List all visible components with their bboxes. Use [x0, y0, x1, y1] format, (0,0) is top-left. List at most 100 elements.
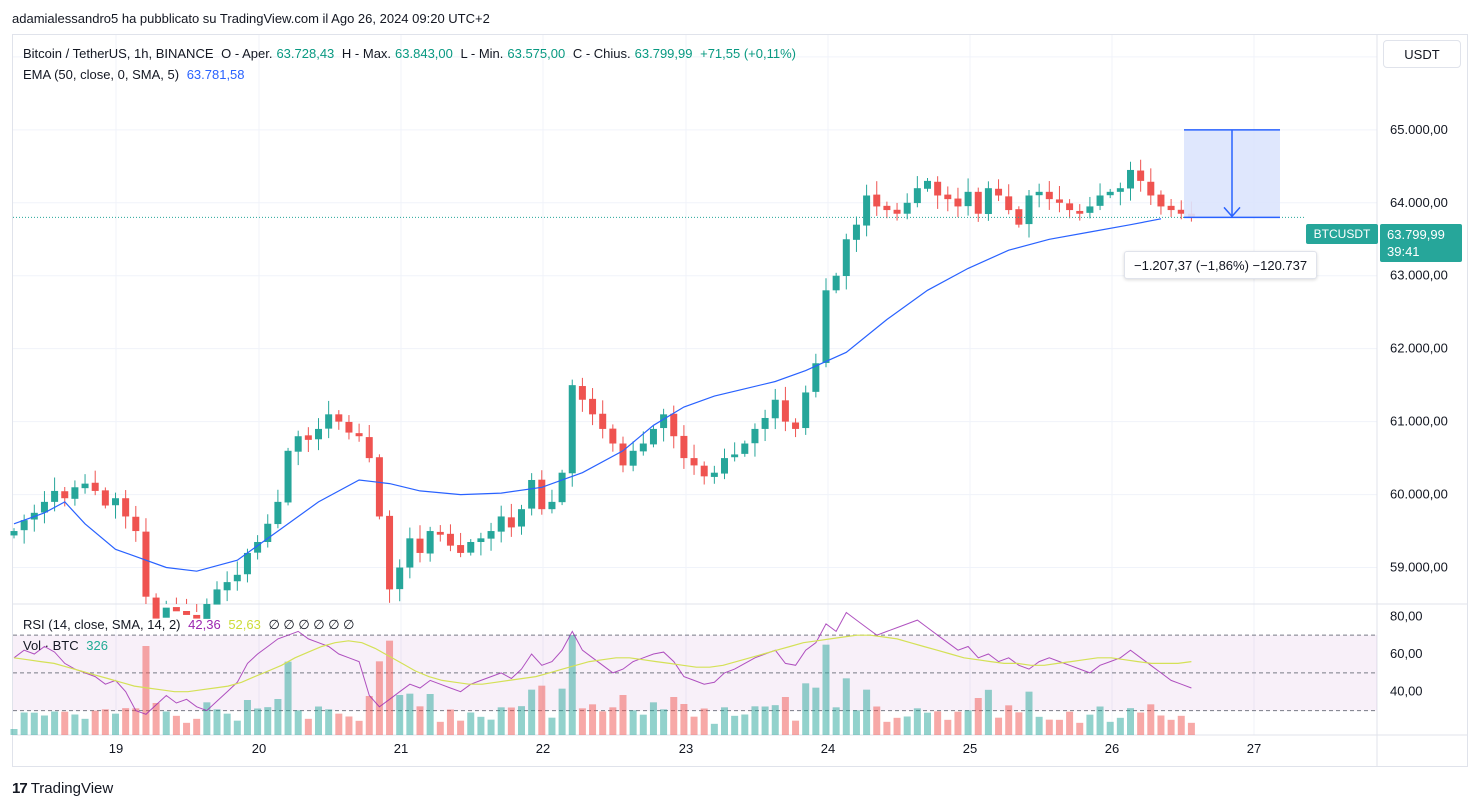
volume-bar	[91, 710, 99, 735]
volume-bar	[568, 635, 576, 735]
rsi-extra: ∅ ∅ ∅ ∅ ∅ ∅	[268, 617, 355, 632]
candle-body	[599, 413, 607, 429]
volume-bar	[294, 710, 302, 735]
volume-bar	[974, 698, 982, 735]
ema-legend[interactable]: EMA (50, close, 0, SMA, 5) 63.781,58	[23, 67, 249, 82]
time-axis-label: 23	[679, 741, 693, 756]
price-axis-label: 60.000,00	[1390, 487, 1448, 502]
volume-bar	[944, 719, 952, 735]
candle-body	[741, 443, 749, 454]
candle-body	[518, 509, 525, 527]
candle-body	[924, 180, 931, 189]
candle-body	[122, 498, 130, 517]
rsi-legend[interactable]: RSI (14, close, SMA, 14, 2) 42,36 52,63 …	[23, 617, 359, 633]
time-axis-label: 22	[536, 741, 550, 756]
rsi-axis-label: 60,00	[1390, 646, 1423, 661]
volume-bar	[1055, 719, 1063, 735]
vol-legend[interactable]: Vol · BTC 326	[23, 638, 112, 653]
candle-body	[1177, 209, 1185, 214]
volume-bar	[964, 710, 972, 735]
volume-bar	[1045, 719, 1053, 735]
candle-body	[1127, 169, 1134, 189]
candle-body	[1076, 210, 1084, 214]
legend-symbol[interactable]: Bitcoin / TetherUS, 1h, BINANCE	[23, 46, 214, 61]
volume-bar	[426, 694, 434, 735]
volume-bar	[863, 689, 871, 735]
volume-bar	[51, 711, 59, 735]
candle-body	[528, 479, 536, 509]
volume-bar	[812, 687, 820, 735]
candle-body	[10, 531, 18, 536]
volume-bar	[355, 720, 363, 735]
volume-bar	[152, 703, 160, 735]
candle-body	[487, 531, 495, 539]
candle-body	[639, 443, 647, 452]
candle-body	[873, 194, 881, 207]
candle-body	[315, 428, 322, 440]
legend-open: 63.728,43	[276, 46, 335, 61]
volume-bar	[172, 715, 180, 735]
candle-body	[842, 239, 850, 277]
candle-body	[660, 414, 668, 429]
candle-body	[1157, 194, 1165, 207]
volume-bar	[243, 700, 251, 735]
rsi-axis-label: 80,00	[1390, 608, 1423, 623]
volume-bar	[761, 706, 769, 735]
currency-button[interactable]: USDT	[1383, 40, 1461, 68]
candle-body	[771, 399, 779, 419]
volume-bar	[893, 717, 901, 735]
time-axis-label: 19	[109, 741, 123, 756]
candle-body	[91, 482, 99, 491]
volume-bar	[142, 646, 150, 735]
volume-bar	[1076, 722, 1084, 735]
candle-body	[619, 443, 627, 466]
candle-body	[1106, 191, 1114, 196]
volume-bar	[304, 718, 312, 735]
volume-bar	[223, 713, 231, 735]
volume-bar	[680, 704, 688, 735]
volume-bar	[518, 706, 525, 735]
candle-body	[284, 450, 292, 503]
candle-body	[152, 597, 160, 619]
price-axis-label: 65.000,00	[1390, 122, 1448, 137]
candle-body	[700, 465, 708, 477]
candle-body	[183, 611, 191, 615]
time-axis-label: 26	[1105, 741, 1119, 756]
volume-bar	[802, 683, 810, 735]
candle-body	[649, 428, 657, 445]
volume-bar	[883, 721, 891, 735]
legend-close: 63.799,99	[634, 46, 693, 61]
candle-body	[213, 589, 221, 605]
volume-bar	[1127, 708, 1134, 735]
candle-body	[883, 205, 891, 211]
symbol-tag: BTCUSDT	[1306, 224, 1378, 244]
volume-bar	[751, 706, 759, 735]
volume-bar	[112, 713, 119, 735]
volume-bar	[558, 688, 566, 735]
volume-bar	[213, 709, 221, 735]
last-price: 63.799,99	[1387, 227, 1445, 242]
volume-bar	[416, 706, 424, 735]
volume-bar	[1035, 716, 1043, 735]
publisher-line: adamialessandro5 ha pubblicato su Tradin…	[12, 11, 490, 26]
tradingview-logo[interactable]: 17 TradingView	[12, 780, 113, 797]
volume-bar	[609, 707, 617, 735]
candle-body	[548, 501, 556, 510]
volume-bar	[1015, 712, 1023, 735]
volume-bar	[1116, 717, 1124, 735]
chart-frame[interactable]	[12, 34, 1468, 767]
time-axis-label: 20	[252, 741, 266, 756]
price-axis-label: 62.000,00	[1390, 341, 1448, 356]
candle-body	[802, 392, 810, 429]
volume-bar	[832, 707, 840, 735]
ema-value: 63.781,58	[186, 67, 245, 82]
candle-body	[406, 538, 414, 568]
candle-body	[61, 491, 69, 499]
volume-bar	[1177, 715, 1185, 735]
candle-body	[578, 386, 586, 400]
volume-bar	[132, 708, 140, 735]
candle-body	[71, 487, 79, 499]
candle-body	[81, 483, 89, 489]
volume-bar	[1167, 719, 1175, 735]
